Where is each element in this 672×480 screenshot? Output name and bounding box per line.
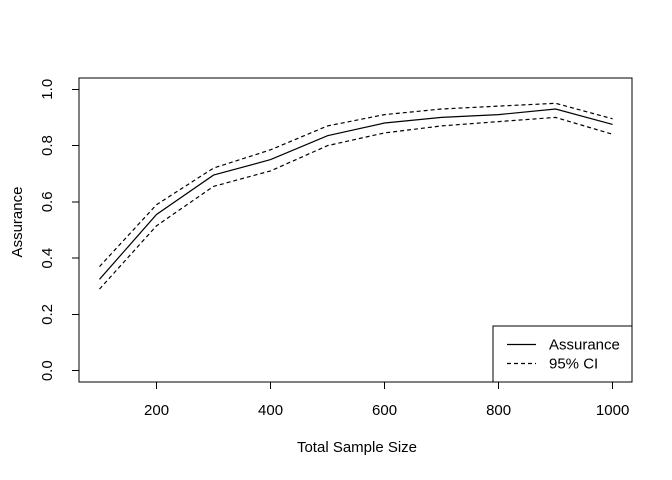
plot-area-border [78, 77, 633, 383]
x-tick-label: 800 [486, 402, 511, 419]
y-tick-label: 0.6 [39, 191, 56, 212]
x-tick-label: 600 [372, 402, 397, 419]
y-axis-title: Assurance [9, 187, 26, 258]
legend-label: Assurance [549, 337, 620, 354]
y-tick-label: 0.8 [39, 135, 56, 156]
y-axis-ticks: 0.0 0.2 0.4 0.6 0.8 1.0 [39, 79, 79, 381]
legend-label: 95% CI [549, 356, 598, 373]
x-axis-ticks: 200 400 600 800 1000 [144, 382, 629, 419]
x-axis-title: Total Sample Size [297, 439, 417, 456]
x-tick-label: 1000 [596, 402, 629, 419]
ci-upper-line [99, 102, 613, 268]
y-tick-label: 1.0 [39, 79, 56, 100]
legend-box [492, 325, 633, 383]
series-lines [99, 102, 613, 290]
y-tick-label: 0.0 [39, 360, 56, 381]
x-tick-label: 200 [144, 402, 169, 419]
y-tick-label: 0.2 [39, 304, 56, 325]
assurance-line [99, 108, 613, 280]
legend: Assurance 95% CI [492, 325, 633, 383]
y-tick-label: 0.4 [39, 248, 56, 269]
x-tick-label: 400 [258, 402, 283, 419]
ci-lower-line [99, 116, 613, 290]
